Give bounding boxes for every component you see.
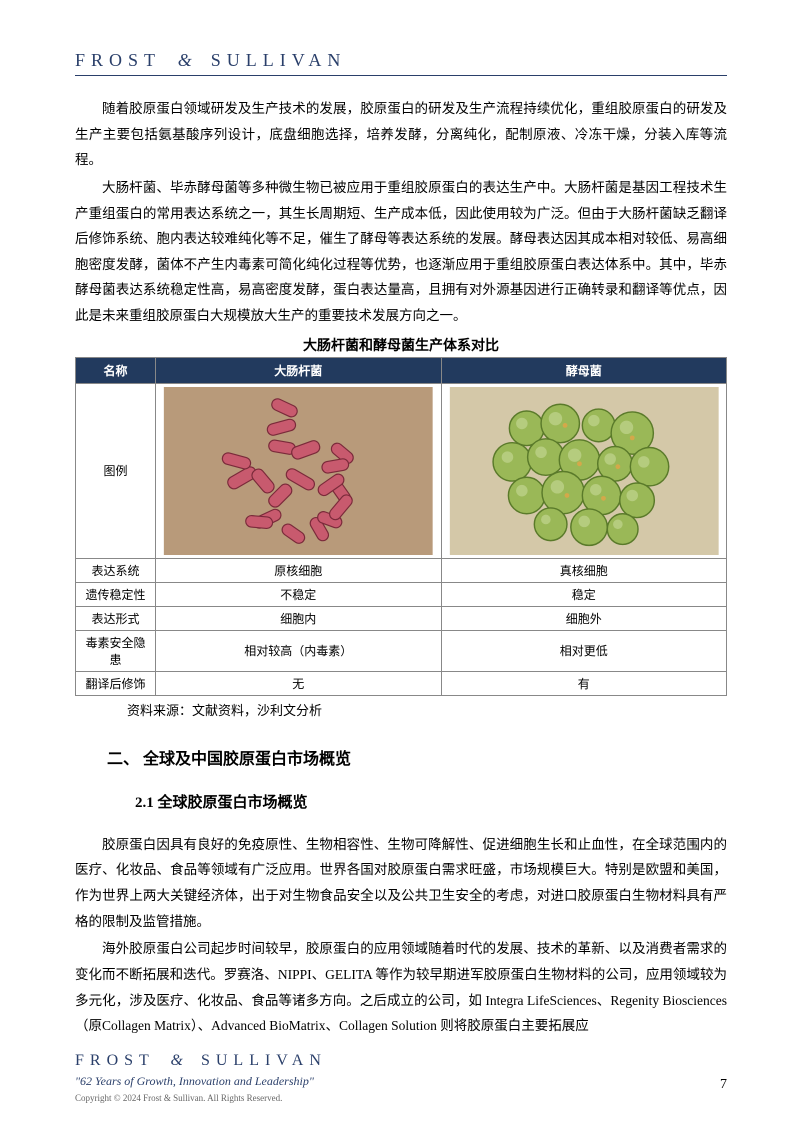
footer-brand: FROST & SULLIVAN [75, 1052, 727, 1070]
yeast-image-cell [441, 383, 727, 558]
brand-name2: SULLIVAN [201, 1052, 327, 1069]
footer-copyright: Copyright © 2024 Frost & Sullivan. All R… [75, 1093, 727, 1103]
ecoli-icon [161, 387, 436, 555]
brand-name1: FROST [75, 1052, 155, 1069]
table-row: 毒素安全隐患相对较高（内毒素）相对更低 [76, 630, 727, 671]
brand-name1: FROST [75, 50, 161, 70]
comparison-table: 名称 大肠杆菌 酵母菌 图例 [75, 357, 727, 696]
row-col2: 相对更低 [441, 630, 727, 671]
paragraph-2: 大肠杆菌、毕赤酵母菌等多种微生物已被应用于重组胶原蛋白的表达生产中。大肠杆菌是基… [75, 175, 727, 329]
header-brand: FROST & SULLIVAN [75, 50, 727, 76]
th-name: 名称 [76, 357, 156, 383]
ecoli-image-cell [156, 383, 442, 558]
row-col1: 原核细胞 [156, 558, 442, 582]
table-image-row: 图例 [76, 383, 727, 558]
table-header-row: 名称 大肠杆菌 酵母菌 [76, 357, 727, 383]
brand-amp: & [171, 50, 200, 70]
table-row: 翻译后修饰无有 [76, 671, 727, 695]
table-source: 资料来源：文献资料，沙利文分析 [75, 700, 727, 719]
section-heading-2: 2.1 全球胶原蛋白市场概览 [75, 791, 727, 812]
row-col1: 不稳定 [156, 582, 442, 606]
row-label: 遗传稳定性 [76, 582, 156, 606]
row-col2: 有 [441, 671, 727, 695]
brand-amp: & [165, 1052, 191, 1069]
row-label: 毒素安全隐患 [76, 630, 156, 671]
row-col2: 真核细胞 [441, 558, 727, 582]
row-label: 表达系统 [76, 558, 156, 582]
table-row: 遗传稳定性不稳定稳定 [76, 582, 727, 606]
paragraph-4: 海外胶原蛋白公司起步时间较早，胶原蛋白的应用领域随着时代的发展、技术的革新、以及… [75, 936, 727, 1039]
th-yeast: 酵母菌 [441, 357, 727, 383]
table-row: 表达形式细胞内细胞外 [76, 606, 727, 630]
paragraph-3: 胶原蛋白因具有良好的免疫原性、生物相容性、生物可降解性、促进细胞生长和止血性，在… [75, 832, 727, 935]
row-label: 翻译后修饰 [76, 671, 156, 695]
section-heading-1: 二、 全球及中国胶原蛋白市场概览 [75, 745, 727, 769]
image-row-label: 图例 [76, 383, 156, 558]
table-title: 大肠杆菌和酵母菌生产体系对比 [75, 335, 727, 355]
paragraph-1: 随着胶原蛋白领域研发及生产技术的发展，胶原蛋白的研发及生产流程持续优化，重组胶原… [75, 96, 727, 173]
yeast-icon [447, 387, 722, 555]
th-ecoli: 大肠杆菌 [156, 357, 442, 383]
row-col2: 细胞外 [441, 606, 727, 630]
table-row: 表达系统原核细胞真核细胞 [76, 558, 727, 582]
row-label: 表达形式 [76, 606, 156, 630]
row-col1: 相对较高（内毒素） [156, 630, 442, 671]
row-col1: 无 [156, 671, 442, 695]
brand-name2: SULLIVAN [211, 50, 347, 70]
page-footer: FROST & SULLIVAN "62 Years of Growth, In… [75, 1052, 727, 1103]
row-col1: 细胞内 [156, 606, 442, 630]
page-number: 7 [720, 1077, 727, 1093]
row-col2: 稳定 [441, 582, 727, 606]
footer-tagline: "62 Years of Growth, Innovation and Lead… [75, 1074, 727, 1089]
